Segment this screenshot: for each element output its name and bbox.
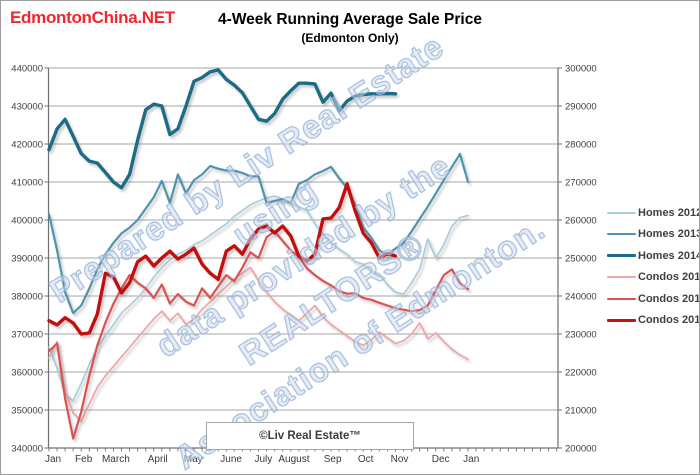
- chart-title: 4-Week Running Average Sale Price: [218, 11, 482, 28]
- legend-swatch: [607, 318, 636, 322]
- month-label-jan: Jan: [463, 454, 479, 465]
- right-axis-label: 220000: [565, 368, 597, 379]
- legend-item-condos-2012: Condos 2012: [607, 271, 700, 284]
- left-axis-label: 440000: [11, 64, 43, 75]
- series-line-condos-2012: [48, 266, 469, 422]
- month-label-july: July: [254, 454, 272, 465]
- legend-swatch: [607, 233, 636, 235]
- chart-subtitle: (Edmonton Only): [301, 31, 399, 45]
- legend-item-homes-2013: Homes 2013: [607, 228, 700, 241]
- right-axis-label: 210000: [565, 406, 597, 417]
- legend-label: Condos 2014: [638, 314, 700, 326]
- right-axis-label: 230000: [565, 330, 597, 341]
- month-label-dec: Dec: [432, 454, 450, 465]
- legend-label: Homes 2012: [638, 206, 700, 219]
- series-line-condos-2013: [47, 230, 470, 440]
- left-axis-label: 340000: [11, 444, 43, 455]
- left-axis-label: 380000: [11, 292, 43, 303]
- series-line-condos-2014: [47, 182, 398, 336]
- right-axis-label: 290000: [565, 102, 597, 113]
- series-line-homes-2013: [47, 152, 470, 315]
- left-axis-label: 410000: [11, 178, 43, 189]
- right-axis-label: 270000: [565, 178, 597, 189]
- series-line-homes-2014: [47, 68, 398, 190]
- month-label-august: August: [278, 454, 309, 465]
- month-label-oct: Oct: [358, 454, 374, 465]
- left-axis-label: 420000: [11, 140, 43, 151]
- month-label-sep: Sep: [324, 454, 342, 465]
- legend-swatch: [607, 211, 636, 214]
- site-logo: EdmontonChina.NET: [10, 8, 175, 27]
- legend-swatch: [607, 276, 636, 278]
- right-axis-label: 240000: [565, 292, 597, 303]
- copyright-text: ©Liv Real Estate™: [259, 430, 361, 442]
- month-label-march: March: [102, 454, 130, 465]
- legend-swatch: [607, 254, 636, 257]
- legend-label: Condos 2012: [638, 271, 700, 283]
- legend-label: Homes 2014: [638, 249, 700, 262]
- legend-item-homes-2014: Homes 2014: [607, 249, 700, 262]
- legend-label: Homes 2013: [638, 228, 700, 240]
- right-axis-label: 280000: [565, 140, 597, 151]
- left-axis-label: 400000: [11, 216, 43, 227]
- axis-labels: 440000 300000 430000 290000 420000 280000 4100…: [11, 64, 596, 466]
- month-label-feb: Feb: [75, 454, 93, 465]
- legend-swatch: [607, 297, 636, 300]
- legend-item-condos-2014: Condos 2014: [607, 314, 700, 327]
- left-axis-label: 430000: [11, 102, 43, 113]
- month-label-may: May: [184, 454, 203, 465]
- copyright-box: ©Liv Real Estate™: [206, 422, 414, 450]
- chart-legend: Homes 2012 Homes 2013 Homes 2014 Condos 201…: [607, 206, 700, 335]
- legend-item-homes-2012: Homes 2012: [607, 206, 700, 219]
- right-axis-label: 200000: [565, 444, 597, 455]
- month-label-nov: Nov: [391, 454, 409, 465]
- legend-label: Condos 2013: [638, 292, 700, 305]
- series-line-homes-2012: [48, 195, 469, 402]
- right-axis-label: 300000: [565, 64, 597, 75]
- left-axis-label: 390000: [11, 254, 43, 265]
- month-label-jan: Jan: [45, 454, 61, 465]
- right-axis-label: 260000: [565, 216, 597, 227]
- legend-item-condos-2013: Condos 2013: [607, 292, 700, 305]
- left-axis-label: 370000: [11, 330, 43, 341]
- right-axis-label: 250000: [565, 254, 597, 265]
- title-block: 4-Week Running Average Sale Price (Edmon…: [1, 11, 699, 45]
- month-label-april: April: [148, 454, 168, 465]
- left-axis-label: 360000: [11, 368, 43, 379]
- left-axis-label: 350000: [11, 406, 43, 417]
- month-label-june: June: [220, 454, 242, 465]
- series-lines: [47, 68, 470, 440]
